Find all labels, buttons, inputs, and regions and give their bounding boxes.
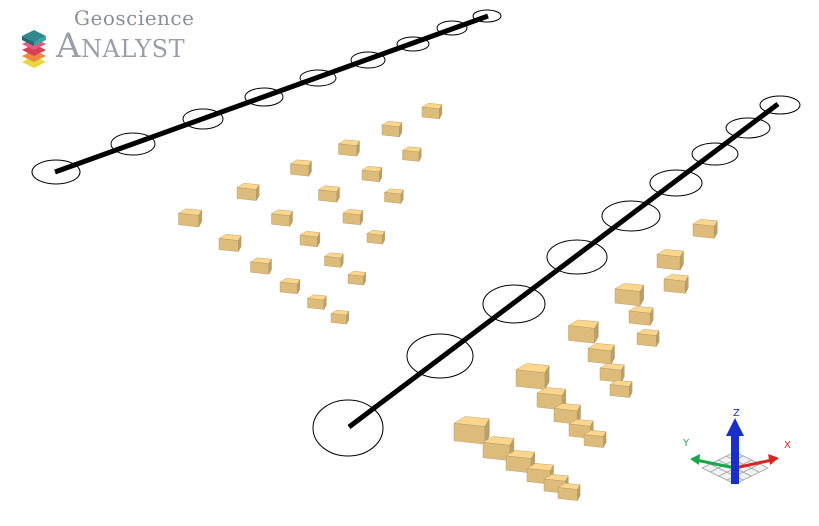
- sample-ring: [31, 159, 81, 185]
- block-cell[interactable]: [482, 436, 515, 462]
- geoscience-analyst-logo: Geoscience Analyst: [18, 4, 218, 68]
- block-model-cells: [177, 103, 718, 502]
- block-cell[interactable]: [381, 121, 403, 138]
- block-cell[interactable]: [347, 271, 367, 286]
- sample-ring: [436, 20, 468, 36]
- block-cell[interactable]: [557, 483, 581, 502]
- block-cell[interactable]: [587, 343, 615, 365]
- sample-ring: [759, 95, 801, 115]
- sample-ring: [482, 284, 546, 324]
- logo-text-geoscience: Geoscience: [74, 6, 195, 30]
- x-axis-label: X: [784, 440, 791, 451]
- block-cell[interactable]: [656, 249, 684, 271]
- block-cell[interactable]: [279, 278, 301, 295]
- block-cell[interactable]: [383, 188, 404, 205]
- block-cell[interactable]: [236, 183, 260, 202]
- block-cell[interactable]: [515, 363, 550, 391]
- y-axis-arrow: [690, 454, 736, 470]
- sample-ring: [406, 333, 474, 379]
- block-cell[interactable]: [299, 231, 321, 248]
- logo-layer-stack-icon: [22, 30, 46, 68]
- block-cell[interactable]: [453, 416, 490, 445]
- block-cell[interactable]: [599, 363, 625, 384]
- block-cell[interactable]: [337, 139, 360, 157]
- sample-rings: [31, 9, 801, 457]
- block-cell[interactable]: [317, 185, 340, 203]
- sample-ring: [244, 87, 284, 107]
- block-cell[interactable]: [614, 283, 645, 307]
- block-cell[interactable]: [342, 209, 364, 226]
- sample-ring: [601, 200, 661, 232]
- block-cell[interactable]: [421, 103, 443, 120]
- logo-text-analyst: Analyst: [56, 26, 186, 66]
- sample-ring: [110, 132, 156, 156]
- borehole-traces: [54, 13, 780, 429]
- block-cell[interactable]: [553, 403, 581, 425]
- sample-ring: [649, 169, 703, 197]
- block-cell[interactable]: [567, 319, 599, 345]
- block-cell[interactable]: [270, 209, 293, 227]
- block-cell[interactable]: [330, 310, 350, 325]
- block-cell[interactable]: [177, 208, 203, 228]
- borehole-right[interactable]: [347, 102, 780, 429]
- block-cell[interactable]: [249, 257, 272, 275]
- x-axis-arrow: [734, 454, 779, 470]
- sample-ring: [350, 51, 386, 69]
- block-cell[interactable]: [663, 274, 689, 295]
- block-cell[interactable]: [692, 219, 718, 240]
- sample-ring: [299, 69, 337, 87]
- sample-ring: [691, 142, 739, 166]
- block-cell[interactable]: [366, 230, 386, 245]
- block-cell[interactable]: [401, 146, 422, 163]
- block-cell[interactable]: [583, 430, 607, 449]
- axis-triad[interactable]: Z Y X: [680, 404, 810, 504]
- block-cell[interactable]: [636, 329, 660, 348]
- block-cell[interactable]: [609, 380, 633, 399]
- block-cell[interactable]: [218, 234, 242, 253]
- block-cell[interactable]: [289, 159, 312, 177]
- sample-ring: [725, 117, 771, 139]
- block-cell[interactable]: [361, 166, 383, 183]
- z-axis-label: Z: [733, 408, 740, 419]
- sample-ring: [312, 399, 384, 457]
- sample-ring: [546, 239, 608, 275]
- y-axis-label: Y: [682, 438, 690, 449]
- sample-ring: [182, 108, 224, 130]
- block-cell[interactable]: [323, 252, 344, 269]
- sample-ring: [396, 36, 430, 52]
- block-cell[interactable]: [628, 306, 654, 327]
- block-cell[interactable]: [306, 294, 327, 311]
- borehole-left[interactable]: [54, 13, 489, 175]
- z-axis-arrow: [726, 418, 744, 484]
- sample-ring: [472, 9, 502, 23]
